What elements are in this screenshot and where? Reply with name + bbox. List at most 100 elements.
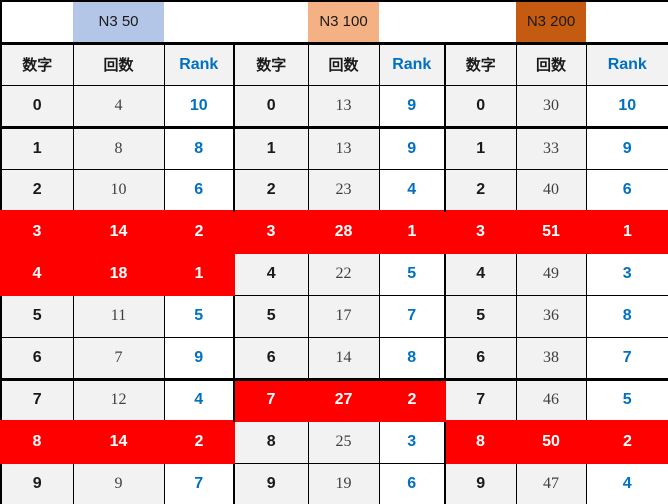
rank-cell: 9 (378, 84, 446, 129)
digit-cell: 4 (0, 252, 74, 296)
rank-cell: 9 (163, 336, 235, 381)
count-cell: 28 (307, 210, 380, 254)
count-cell: 30 (515, 84, 587, 129)
digit-cell: 6 (444, 336, 517, 381)
digit-cell: 5 (0, 294, 74, 338)
digit-cell: 2 (233, 168, 309, 212)
rank-cell: 10 (585, 84, 668, 129)
count-cell: 40 (515, 168, 587, 212)
count-cell: 4 (72, 84, 165, 129)
digit-cell: 7 (233, 378, 309, 422)
rank-cell: 8 (163, 126, 235, 170)
col-header-rank: Rank (163, 41, 235, 86)
digit-cell: 0 (444, 84, 517, 129)
digit-cell: 5 (233, 294, 309, 338)
digit-cell: 7 (0, 378, 74, 422)
rank-cell: 4 (585, 462, 668, 504)
digit-cell: 1 (444, 126, 517, 170)
table-row: 2 10 6 2 23 4 2 40 6 (0, 168, 668, 212)
group-header-n3-100: N3 100 (308, 1, 379, 43)
table-row: 4 18 1 4 22 5 4 49 3 (0, 252, 668, 296)
digit-cell: 8 (0, 420, 74, 464)
digit-cell: 8 (444, 420, 517, 464)
rank-cell: 5 (378, 252, 446, 296)
count-cell: 22 (307, 252, 380, 296)
rank-cell: 3 (378, 420, 446, 464)
table-row: 0 4 10 0 13 9 0 30 10 (0, 84, 668, 129)
column-header-row: 数字 回数 Rank 数字 回数 Rank 数字 回数 Rank (0, 41, 668, 86)
count-cell: 14 (72, 210, 165, 254)
col-header-count: 回数 (307, 41, 380, 86)
count-cell: 14 (72, 420, 165, 464)
digit-cell: 9 (444, 462, 517, 504)
digit-cell: 8 (233, 420, 309, 464)
digit-cell: 3 (233, 210, 309, 254)
count-cell: 19 (307, 462, 380, 504)
count-cell: 38 (515, 336, 587, 381)
count-cell: 27 (307, 378, 380, 422)
banner-spacer (586, 1, 668, 43)
rank-cell: 2 (585, 420, 668, 464)
rank-cell: 1 (163, 252, 235, 296)
group-header-n3-200: N3 200 (516, 1, 586, 43)
digit-cell: 0 (0, 84, 74, 129)
banner-spacer (1, 1, 73, 43)
count-cell: 46 (515, 378, 587, 422)
col-header-rank: Rank (585, 41, 668, 86)
count-cell: 36 (515, 294, 587, 338)
digit-cell: 3 (444, 210, 517, 254)
rank-cell: 8 (585, 294, 668, 338)
rank-cell: 4 (163, 378, 235, 422)
rank-cell: 4 (378, 168, 446, 212)
count-cell: 9 (72, 462, 165, 504)
table-row: 1 8 8 1 13 9 1 33 9 (0, 126, 668, 170)
rank-cell: 7 (378, 294, 446, 338)
banner-spacer (445, 1, 516, 43)
count-cell: 13 (307, 84, 380, 129)
rank-cell: 1 (585, 210, 668, 254)
rank-cell: 8 (378, 336, 446, 381)
count-cell: 7 (72, 336, 165, 381)
digit-cell: 2 (0, 168, 74, 212)
rank-cell: 2 (163, 210, 235, 254)
rank-cell: 7 (163, 462, 235, 504)
digit-cell: 6 (233, 336, 309, 381)
count-cell: 13 (307, 126, 380, 170)
digit-cell: 9 (0, 462, 74, 504)
table-row: 9 9 7 9 19 6 9 47 4 (0, 462, 668, 504)
col-header-digit: 数字 (444, 41, 517, 86)
banner-spacer (379, 1, 445, 43)
banner-spacer (234, 1, 308, 43)
table-row: 6 7 9 6 14 8 6 38 7 (0, 336, 668, 381)
count-cell: 25 (307, 420, 380, 464)
count-cell: 12 (72, 378, 165, 422)
count-cell: 49 (515, 252, 587, 296)
digit-cell: 6 (0, 336, 74, 381)
group-banner-row: N3 50 N3 100 N3 200 (1, 1, 668, 43)
count-cell: 8 (72, 126, 165, 170)
rank-cell: 3 (585, 252, 668, 296)
table-row: 7 12 4 7 27 2 7 46 5 (0, 378, 668, 422)
digit-cell: 9 (233, 462, 309, 504)
digit-cell: 1 (0, 126, 74, 170)
rank-cell: 9 (378, 126, 446, 170)
col-header-count: 回数 (72, 41, 165, 86)
rank-cell: 5 (163, 294, 235, 338)
count-cell: 47 (515, 462, 587, 504)
table-row-highlighted: 3 14 2 3 28 1 3 51 1 (0, 210, 668, 254)
count-cell: 33 (515, 126, 587, 170)
table-row: 5 11 5 5 17 7 5 36 8 (0, 294, 668, 338)
rank-cell: 9 (585, 126, 668, 170)
col-header-digit: 数字 (0, 41, 74, 86)
rank-cell: 6 (378, 462, 446, 504)
digit-cell: 0 (233, 84, 309, 129)
digit-cell: 4 (444, 252, 517, 296)
rank-cell: 10 (163, 84, 235, 129)
rank-cell: 6 (163, 168, 235, 212)
group-header-n3-50: N3 50 (73, 1, 164, 43)
digit-cell: 1 (233, 126, 309, 170)
digit-cell: 3 (0, 210, 74, 254)
digit-cell: 7 (444, 378, 517, 422)
rank-cell: 2 (163, 420, 235, 464)
